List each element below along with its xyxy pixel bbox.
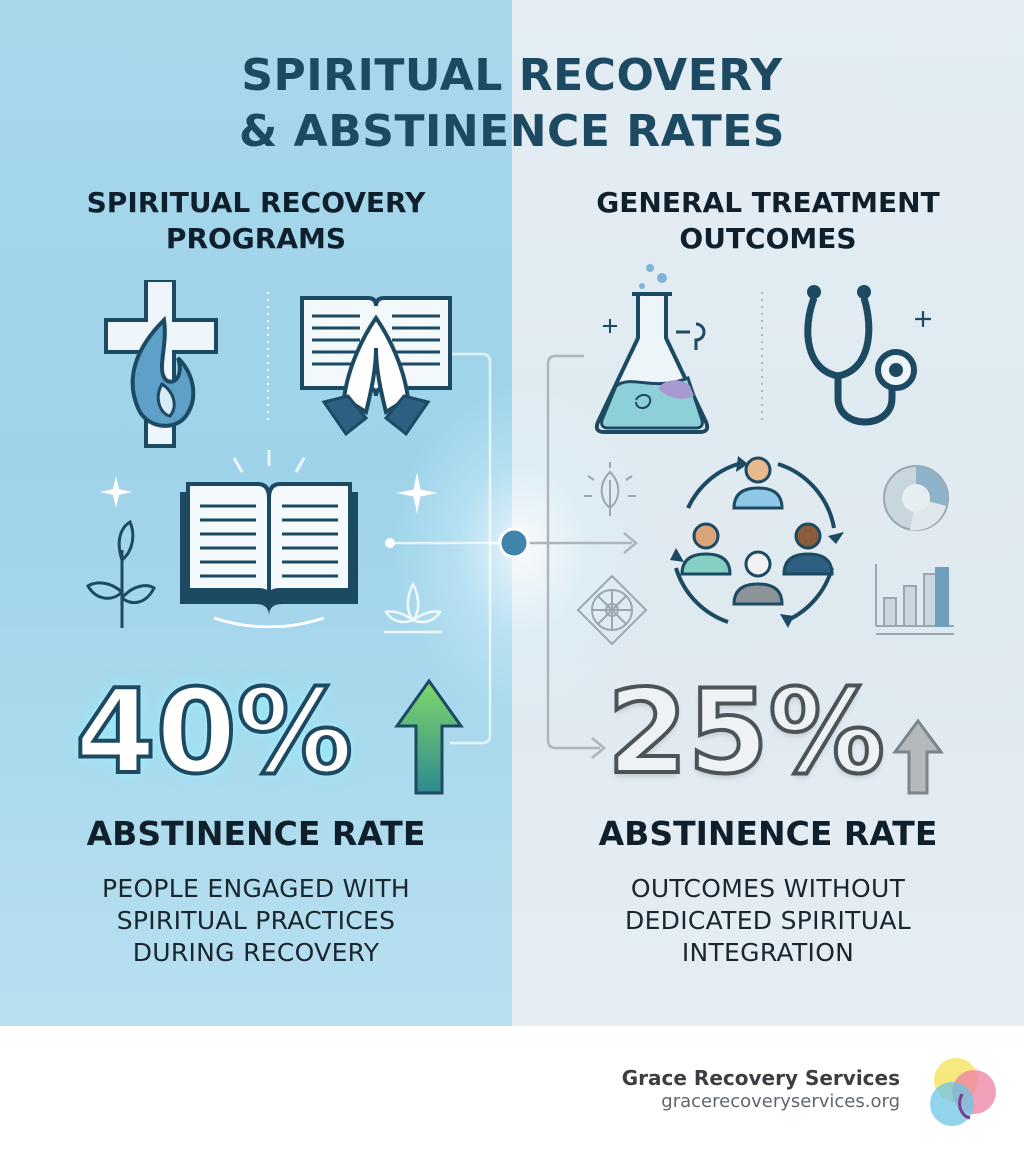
spiritual-desc-line-2: SPIRITUAL PRACTICES xyxy=(116,906,396,935)
group-cycle-icon xyxy=(670,456,844,628)
plus-icon xyxy=(915,311,931,327)
brand-logo-icon xyxy=(930,1058,996,1126)
sprout-icon xyxy=(86,520,156,628)
bar-chart-icon xyxy=(875,564,954,635)
general-desc-line-2: DEDICATED SPIRITUAL xyxy=(625,906,911,935)
leaf-icon xyxy=(584,462,636,516)
spiritual-programs-heading: SPIRITUAL RECOVERY PROGRAMS xyxy=(0,185,512,257)
footer xyxy=(0,1026,1024,1154)
bible-praying-hands-icon xyxy=(300,296,452,437)
general-rate-label: ABSTINENCE RATE xyxy=(598,814,938,853)
brand-url[interactable]: gracerecoveryservices.org xyxy=(661,1091,900,1112)
connector-lines xyxy=(500,292,763,759)
general-abstinence-percent: 25% xyxy=(605,665,887,800)
title-line-2: & ABSTINENCE RATES xyxy=(238,106,785,157)
spiritual-heading-line-1: SPIRITUAL RECOVERY xyxy=(86,186,426,219)
sparkle-icon xyxy=(396,472,438,514)
pie-chart-icon xyxy=(883,465,949,531)
flask-icon xyxy=(594,264,710,434)
general-desc-line-1: OUTCOMES WITHOUT xyxy=(630,874,906,903)
page-title: SPIRITUAL RECOVERY & ABSTINENCE RATES xyxy=(0,48,1024,160)
general-description: OUTCOMES WITHOUT DEDICATED SPIRITUAL INT… xyxy=(512,873,1024,969)
mandala-icon xyxy=(576,574,648,646)
lotus-icon xyxy=(384,581,442,634)
open-book-icon xyxy=(180,450,358,628)
title-line-1: SPIRITUAL RECOVERY xyxy=(241,50,783,101)
spiritual-description: PEOPLE ENGAGED WITH SPIRITUAL PRACTICES … xyxy=(0,873,512,969)
plus-icon xyxy=(603,319,617,333)
arrow-up-green-icon xyxy=(394,678,464,795)
spiritual-rate-label: ABSTINENCE RATE xyxy=(86,814,426,853)
general-treatment-heading: GENERAL TREATMENT OUTCOMES xyxy=(512,185,1024,257)
general-heading-line-1: GENERAL TREATMENT xyxy=(596,186,940,219)
general-desc-line-3: INTEGRATION xyxy=(681,938,855,967)
spiritual-desc-line-3: DURING RECOVERY xyxy=(132,938,380,967)
brand-name: Grace Recovery Services xyxy=(621,1066,900,1090)
spiritual-abstinence-percent: 40% xyxy=(73,665,355,800)
arrow-up-gray-icon xyxy=(892,718,944,795)
spiritual-heading-line-2: PROGRAMS xyxy=(165,222,347,255)
sparkle-icon xyxy=(100,476,132,508)
spiritual-desc-line-1: PEOPLE ENGAGED WITH xyxy=(101,874,411,903)
cross-flame-icon xyxy=(104,280,218,448)
general-heading-line-2: OUTCOMES xyxy=(679,222,857,255)
stethoscope-icon xyxy=(804,285,917,426)
